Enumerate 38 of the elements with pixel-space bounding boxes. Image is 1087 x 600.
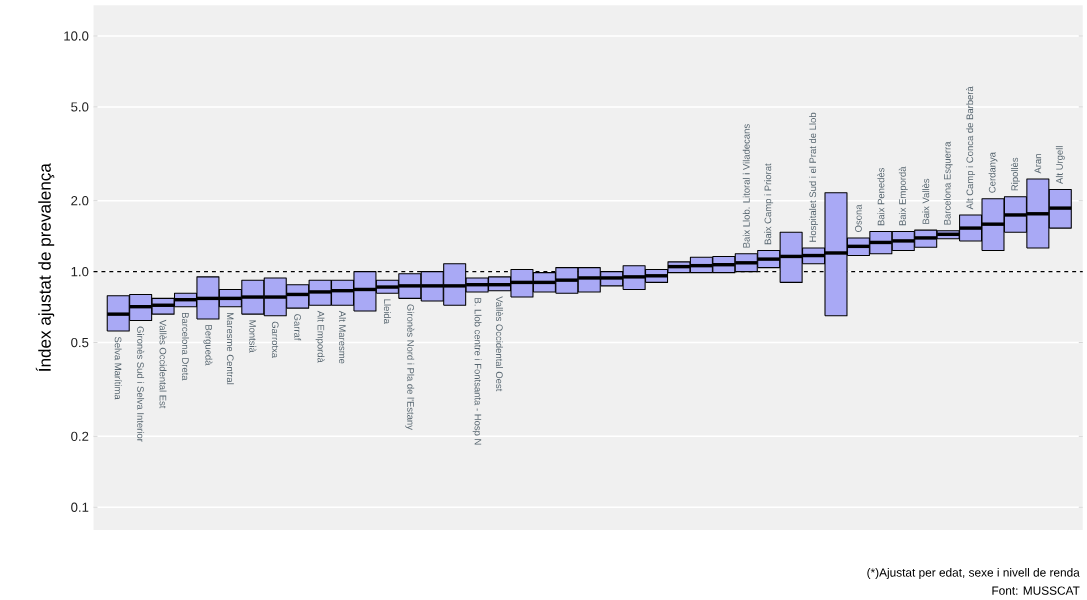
y-tick-label: 5.0 xyxy=(71,102,89,112)
x-tick-label: Berguedà xyxy=(203,325,213,366)
x-tick-label: Baix Llob. Litoral i Viladecans xyxy=(742,124,750,248)
x-tick-label: Vallès Occidental Est xyxy=(159,319,167,409)
x-tick-label: Baix Vallès xyxy=(922,178,930,224)
y-tick-label: 0.1 xyxy=(71,502,89,513)
x-tick-label: Alt Urgell xyxy=(1055,146,1065,185)
y-axis-title: Índex ajustat de prevalença xyxy=(35,163,55,372)
y-tick-label: 0.5 xyxy=(71,338,89,348)
x-tick-label: Gironès Sud i Selva Interior xyxy=(137,326,145,442)
x-tick-label: Montsià xyxy=(249,320,257,353)
y-tick-label: 0.2 xyxy=(71,431,89,442)
x-tick-label: B. Llob centre i Fontsanta - Hosp N xyxy=(472,298,482,445)
y-tick-label: 2.0 xyxy=(71,196,89,206)
x-tick-label: Garrotxa xyxy=(271,321,279,359)
x-tick-label: Barcelona Esquerra xyxy=(943,141,953,225)
x-tick-label: Lleida xyxy=(383,299,391,325)
text: Font: MUSSCAT xyxy=(992,586,1080,595)
x-tick-label: Gironès Nord i Pla de l'Estany xyxy=(405,304,415,431)
y-tick-label: 10.0 xyxy=(64,31,89,41)
y-tick-label: 1.0 xyxy=(71,267,89,277)
x-tick-label: Alt Camp i Conca de Barberà xyxy=(966,86,976,210)
text: (*)Ajustat per edat, sexe i nivell de renda xyxy=(867,568,1080,580)
x-tick-label: Aran xyxy=(1034,154,1042,174)
x-tick-label: Selva Marítima xyxy=(114,337,122,400)
x-tick-label: Baix Penedès xyxy=(877,167,885,226)
x-tick-label: Barcelona Dreta xyxy=(182,313,189,381)
x-tick-label: Maresme Central xyxy=(226,313,234,385)
x-tick-label: Alt Maresme xyxy=(339,310,347,364)
x-tick-label: Ripollès xyxy=(1010,157,1020,191)
x-tick-label: Hospitalet Sud i el Prat de Llob xyxy=(809,112,818,242)
x-tick-label: Cerdanya xyxy=(988,152,998,193)
x-tick-label: Osona xyxy=(855,204,862,233)
x-tick-label: Baix Empordà xyxy=(898,166,908,226)
x-tick-label: Baix Camp i Priorat xyxy=(764,163,774,245)
x-tick-label: Garraf xyxy=(294,314,302,341)
x-tick-label: Alt Empordà xyxy=(315,310,325,363)
x-tick-label: Vallès Occidental Oest xyxy=(496,296,504,392)
